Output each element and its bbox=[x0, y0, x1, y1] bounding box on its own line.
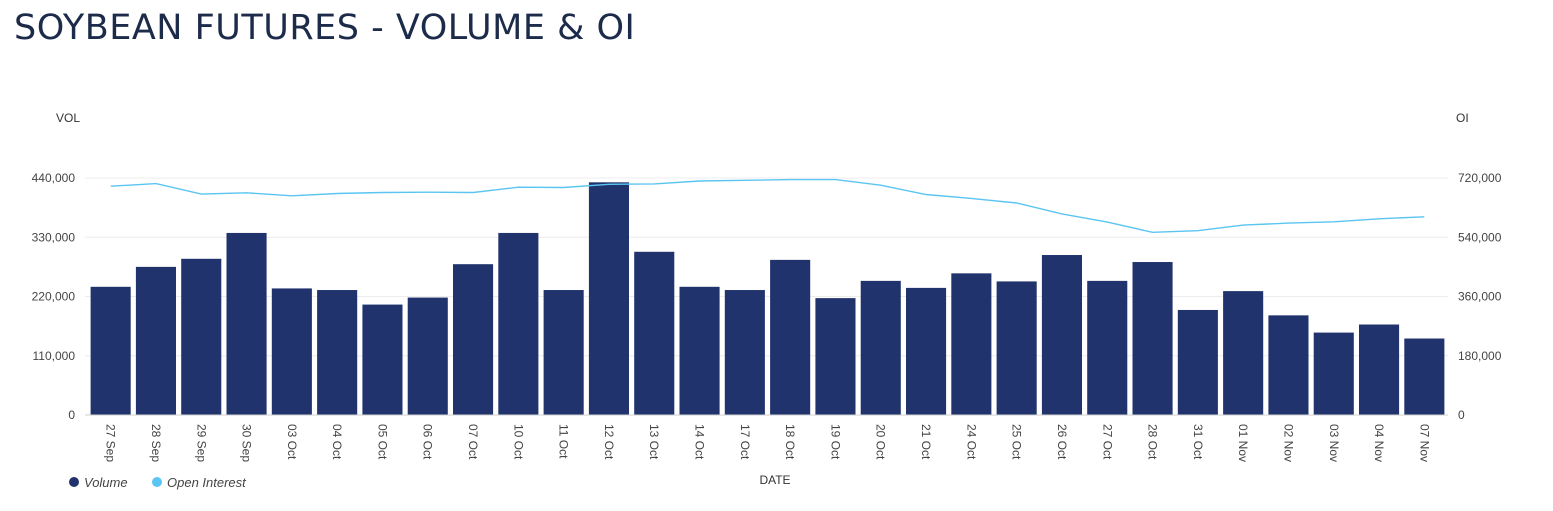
volume-bar[interactable] bbox=[996, 281, 1037, 415]
legend-item-volume[interactable]: Volume bbox=[69, 475, 128, 490]
legend-open-interest-label: Open Interest bbox=[167, 475, 247, 490]
x-tick-label: 11 Oct bbox=[557, 424, 571, 459]
volume-bar[interactable] bbox=[1132, 262, 1173, 415]
left-axis-title: VOL bbox=[56, 111, 80, 125]
right-axis-ticks: 0 180,000 360,000 540,000 720,000 bbox=[1458, 171, 1502, 422]
volume-bar[interactable] bbox=[906, 287, 947, 415]
right-tick-label: 360,000 bbox=[1458, 290, 1502, 304]
x-tick-label: 20 Oct bbox=[874, 424, 888, 460]
x-tick-label: 28 Sep bbox=[149, 424, 163, 462]
x-tick-label: 25 Oct bbox=[1010, 424, 1024, 460]
x-tick-label: 27 Oct bbox=[1100, 424, 1114, 460]
x-tick-label: 19 Oct bbox=[828, 424, 842, 460]
left-tick-label: 110,000 bbox=[33, 349, 76, 363]
x-tick-label: 28 Oct bbox=[1146, 424, 1160, 460]
page-title: SOYBEAN FUTURES - VOLUME & OI bbox=[14, 8, 636, 48]
volume-bar[interactable] bbox=[951, 273, 992, 415]
x-tick-label: 14 Oct bbox=[693, 424, 707, 460]
volume-bar[interactable] bbox=[679, 286, 720, 415]
volume-bar[interactable] bbox=[815, 298, 856, 415]
volume-bar[interactable] bbox=[1404, 338, 1445, 415]
x-tick-label: 04 Nov bbox=[1372, 424, 1386, 462]
x-tick-label: 05 Oct bbox=[375, 424, 389, 460]
volume-bar[interactable] bbox=[543, 290, 584, 415]
right-tick-label: 720,000 bbox=[1458, 171, 1502, 185]
volume-bar[interactable] bbox=[724, 290, 765, 415]
volume-bar[interactable] bbox=[226, 232, 267, 415]
volume-bar[interactable] bbox=[588, 182, 629, 415]
x-tick-label: 31 Oct bbox=[1191, 424, 1205, 460]
legend-open-interest-marker bbox=[152, 477, 162, 487]
open-interest-line[interactable] bbox=[110, 178, 1425, 234]
volume-bar[interactable] bbox=[1177, 309, 1218, 415]
volume-bar[interactable] bbox=[1223, 291, 1264, 415]
left-tick-label: 220,000 bbox=[32, 290, 76, 304]
volume-bar[interactable] bbox=[1268, 315, 1309, 415]
volume-bar[interactable] bbox=[453, 264, 494, 415]
legend: Volume Open Interest bbox=[69, 475, 247, 490]
volume-bar[interactable] bbox=[317, 290, 358, 415]
x-tick-label: 03 Nov bbox=[1327, 424, 1341, 462]
open-interest-line-group bbox=[110, 178, 1425, 234]
x-axis-labels: 27 Sep 28 Sep 29 Sep 30 Sep 03 Oct 04 Oct 05 O… bbox=[104, 424, 1432, 462]
x-tick-label: 27 Sep bbox=[104, 424, 118, 462]
volume-bars bbox=[90, 182, 1445, 415]
x-tick-label: 21 Oct bbox=[919, 424, 933, 460]
volume-bar[interactable] bbox=[1313, 332, 1354, 415]
volume-bar[interactable] bbox=[498, 232, 539, 415]
grid-lines bbox=[85, 177, 1448, 357]
volume-bar[interactable] bbox=[860, 280, 901, 415]
volume-bar[interactable] bbox=[181, 258, 222, 415]
right-tick-label: 540,000 bbox=[1458, 230, 1502, 244]
volume-bar[interactable] bbox=[1041, 255, 1082, 415]
volume-bar[interactable] bbox=[135, 266, 176, 415]
volume-bar[interactable] bbox=[770, 259, 811, 415]
right-tick-label: 0 bbox=[1458, 408, 1465, 422]
x-axis-title: DATE bbox=[759, 473, 790, 487]
x-tick-label: 04 Oct bbox=[330, 424, 344, 460]
volume-bar[interactable] bbox=[362, 304, 403, 415]
x-tick-label: 02 Nov bbox=[1282, 424, 1296, 462]
legend-volume-label: Volume bbox=[84, 475, 128, 490]
volume-bar[interactable] bbox=[271, 288, 312, 415]
x-tick-label: 07 Nov bbox=[1417, 424, 1431, 462]
volume-bar[interactable] bbox=[634, 251, 675, 415]
left-tick-label: 330,000 bbox=[32, 230, 76, 244]
left-tick-label: 0 bbox=[68, 408, 75, 422]
legend-item-open-interest[interactable]: Open Interest bbox=[152, 475, 247, 490]
left-tick-label: 440,000 bbox=[32, 171, 76, 185]
x-tick-label: 06 Oct bbox=[421, 424, 435, 460]
left-axis-ticks: 0 110,000 220,000 330,000 440,000 bbox=[32, 171, 76, 422]
volume-bar[interactable] bbox=[1359, 324, 1400, 415]
x-tick-label: 12 Oct bbox=[602, 424, 616, 460]
x-tick-label: 13 Oct bbox=[647, 424, 661, 460]
x-tick-label: 01 Nov bbox=[1236, 424, 1250, 462]
x-tick-label: 10 Oct bbox=[511, 424, 525, 460]
x-tick-label: 17 Oct bbox=[738, 424, 752, 460]
volume-bar[interactable] bbox=[407, 297, 448, 415]
x-tick-label: 03 Oct bbox=[285, 424, 299, 460]
legend-volume-marker bbox=[69, 477, 79, 487]
x-tick-label: 26 Oct bbox=[1055, 424, 1069, 460]
x-tick-label: 07 Oct bbox=[466, 424, 480, 460]
right-tick-label: 180,000 bbox=[1458, 349, 1502, 363]
x-tick-label: 30 Sep bbox=[240, 424, 254, 462]
volume-bar[interactable] bbox=[1087, 280, 1128, 415]
x-tick-label: 29 Sep bbox=[194, 424, 208, 462]
x-tick-label: 18 Oct bbox=[783, 424, 797, 460]
right-axis-title: OI bbox=[1456, 111, 1469, 125]
x-tick-label: 24 Oct bbox=[964, 424, 978, 460]
volume-bar[interactable] bbox=[90, 286, 131, 415]
